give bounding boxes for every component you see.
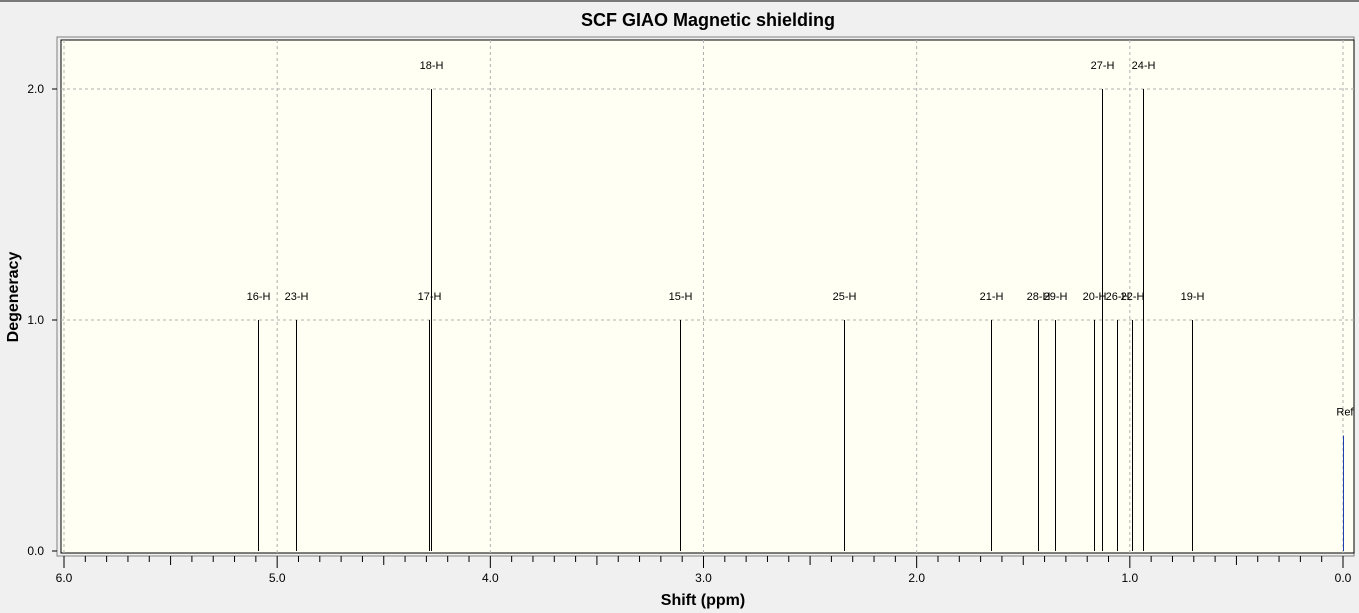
axes: 6.0 5.0 4.0 3.0 2.0 1.0 0.0 0.0 1.0 2.0 (27, 82, 1351, 585)
peak-label: 22-H (1121, 291, 1145, 303)
peak-label: 28-H (1027, 291, 1051, 303)
peak-label: 18-H (420, 60, 444, 72)
x-tick-label: 3.0 (695, 571, 712, 585)
peak-label: 17-H (418, 291, 442, 303)
peak-label: 23-H (285, 291, 309, 303)
chart-title: SCF GIAO Magnetic shielding (581, 10, 835, 30)
x-tick-label: 2.0 (908, 571, 925, 585)
peak-label: 29-H (1044, 291, 1068, 303)
peak-sticks (258, 89, 1344, 551)
x-tick-label: 0.0 (1335, 571, 1352, 585)
top-border (0, 0, 1359, 2)
x-tick-label: 6.0 (56, 571, 73, 585)
peak-label: 20-H (1083, 291, 1107, 303)
peak-label: 19-H (1181, 291, 1205, 303)
y-tick-label: 0.0 (27, 544, 44, 558)
x-axis-title: Shift (ppm) (661, 592, 745, 609)
plot-area (60, 39, 1355, 554)
peak-label: 27-H (1091, 60, 1115, 72)
peak-label: 15-H (669, 291, 693, 303)
x-tick-label: 5.0 (269, 571, 286, 585)
peak-label: 21-H (980, 291, 1004, 303)
peak-labels: 16-H 23-H 17-H 18-H 15-H 25-H 21-H 28-H29-H 20-H… (247, 60, 1355, 419)
x-tick-label: 1.0 (1121, 571, 1138, 585)
peak-label: 25-H (833, 291, 857, 303)
peak-label: Ref (1336, 407, 1354, 419)
y-tick-label: 2.0 (27, 82, 44, 96)
peak-label: 24-H (1132, 60, 1156, 72)
peak-label: 26-H (1106, 291, 1130, 303)
x-tick-label: 4.0 (482, 571, 499, 585)
y-axis-title: Degeneracy (5, 252, 22, 343)
peak-label: 16-H (247, 291, 271, 303)
y-tick-label: 1.0 (27, 313, 44, 327)
